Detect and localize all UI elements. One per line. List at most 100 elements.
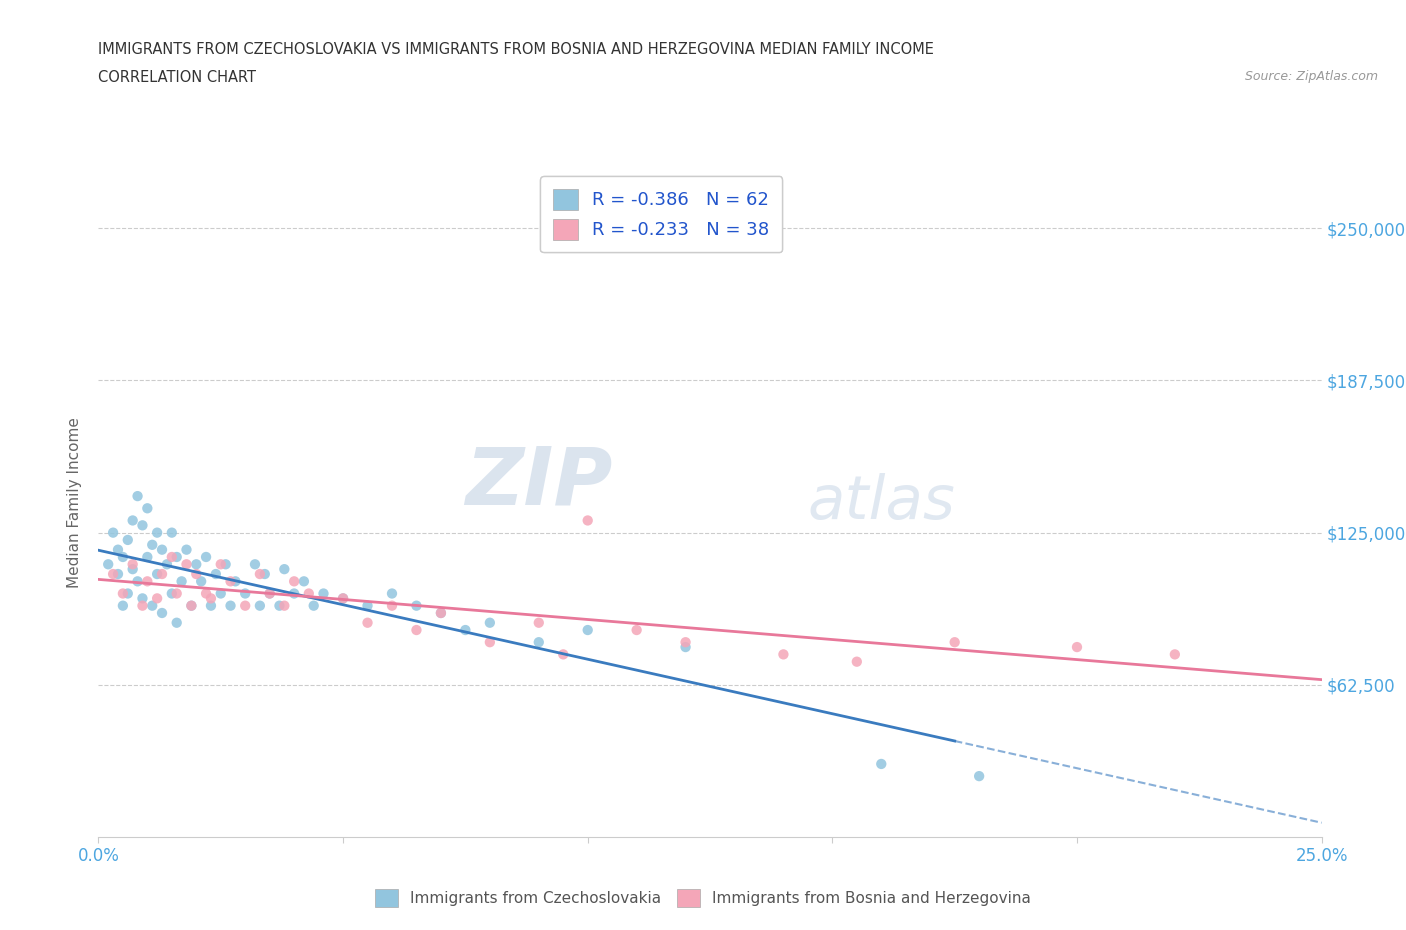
Point	[1066, 640, 1088, 655]
Point	[870, 756, 893, 771]
Point	[200, 591, 222, 605]
Point	[233, 598, 256, 613]
Point	[186, 566, 208, 581]
Point	[249, 566, 271, 581]
Point	[101, 525, 124, 540]
Point	[170, 574, 193, 589]
Y-axis label: Median Family Income: Median Family Income	[67, 417, 83, 588]
Point	[381, 598, 404, 613]
Point	[180, 598, 202, 613]
Point	[117, 533, 139, 548]
Point	[527, 635, 550, 650]
Point	[332, 591, 354, 605]
Point	[136, 501, 159, 516]
Point	[121, 562, 143, 577]
Point	[283, 574, 305, 589]
Point	[967, 769, 990, 784]
Point	[180, 598, 202, 613]
Point	[269, 598, 291, 613]
Point	[219, 574, 242, 589]
Point	[111, 550, 134, 565]
Point	[141, 598, 163, 613]
Point	[405, 598, 427, 613]
Point	[233, 586, 256, 601]
Point	[111, 586, 134, 601]
Point	[1164, 647, 1187, 662]
Point	[160, 586, 183, 601]
Point	[209, 557, 232, 572]
Point	[224, 574, 246, 589]
Point	[131, 598, 153, 613]
Point	[131, 591, 153, 605]
Text: atlas: atlas	[808, 472, 956, 532]
Point	[356, 616, 378, 631]
Point	[136, 550, 159, 565]
Point	[101, 566, 124, 581]
Point	[675, 640, 697, 655]
Point	[205, 566, 228, 581]
Point	[219, 598, 242, 613]
Point	[195, 586, 218, 601]
Point	[527, 616, 550, 631]
Point	[312, 586, 335, 601]
Point	[107, 566, 129, 581]
Point	[381, 586, 404, 601]
Text: Source: ZipAtlas.com: Source: ZipAtlas.com	[1244, 70, 1378, 83]
Point	[136, 574, 159, 589]
Point	[146, 591, 169, 605]
Point	[146, 566, 169, 581]
Legend: R = -0.386   N = 62, R = -0.233   N = 38: R = -0.386 N = 62, R = -0.233 N = 38	[540, 177, 782, 252]
Point	[478, 635, 501, 650]
Point	[150, 542, 173, 557]
Point	[576, 622, 599, 637]
Point	[146, 525, 169, 540]
Point	[259, 586, 281, 601]
Point	[302, 598, 325, 613]
Point	[675, 635, 697, 650]
Point	[845, 654, 868, 669]
Point	[553, 647, 575, 662]
Point	[186, 557, 208, 572]
Point	[190, 574, 212, 589]
Text: IMMIGRANTS FROM CZECHOSLOVAKIA VS IMMIGRANTS FROM BOSNIA AND HERZEGOVINA MEDIAN : IMMIGRANTS FROM CZECHOSLOVAKIA VS IMMIGR…	[98, 42, 935, 57]
Point	[430, 605, 453, 620]
Point	[160, 550, 183, 565]
Text: ZIP: ZIP	[465, 443, 612, 521]
Point	[166, 616, 188, 631]
Point	[273, 562, 295, 577]
Point	[478, 616, 501, 631]
Point	[156, 557, 179, 572]
Point	[243, 557, 266, 572]
Point	[626, 622, 648, 637]
Point	[253, 566, 276, 581]
Point	[117, 586, 139, 601]
Point	[195, 550, 218, 565]
Point	[332, 591, 354, 605]
Point	[107, 542, 129, 557]
Point	[160, 525, 183, 540]
Point	[150, 566, 173, 581]
Point	[249, 598, 271, 613]
Point	[292, 574, 315, 589]
Point	[273, 598, 295, 613]
Point	[298, 586, 321, 601]
Point	[356, 598, 378, 613]
Legend: Immigrants from Czechoslovakia, Immigrants from Bosnia and Herzegovina: Immigrants from Czechoslovakia, Immigran…	[370, 884, 1036, 913]
Point	[150, 605, 173, 620]
Point	[772, 647, 794, 662]
Point	[259, 586, 281, 601]
Point	[943, 635, 966, 650]
Point	[121, 513, 143, 528]
Point	[166, 586, 188, 601]
Point	[97, 557, 120, 572]
Point	[454, 622, 477, 637]
Point	[176, 557, 198, 572]
Point	[121, 557, 143, 572]
Point	[131, 518, 153, 533]
Point	[166, 550, 188, 565]
Point	[176, 542, 198, 557]
Point	[576, 513, 599, 528]
Point	[111, 598, 134, 613]
Point	[214, 557, 236, 572]
Point	[127, 488, 149, 503]
